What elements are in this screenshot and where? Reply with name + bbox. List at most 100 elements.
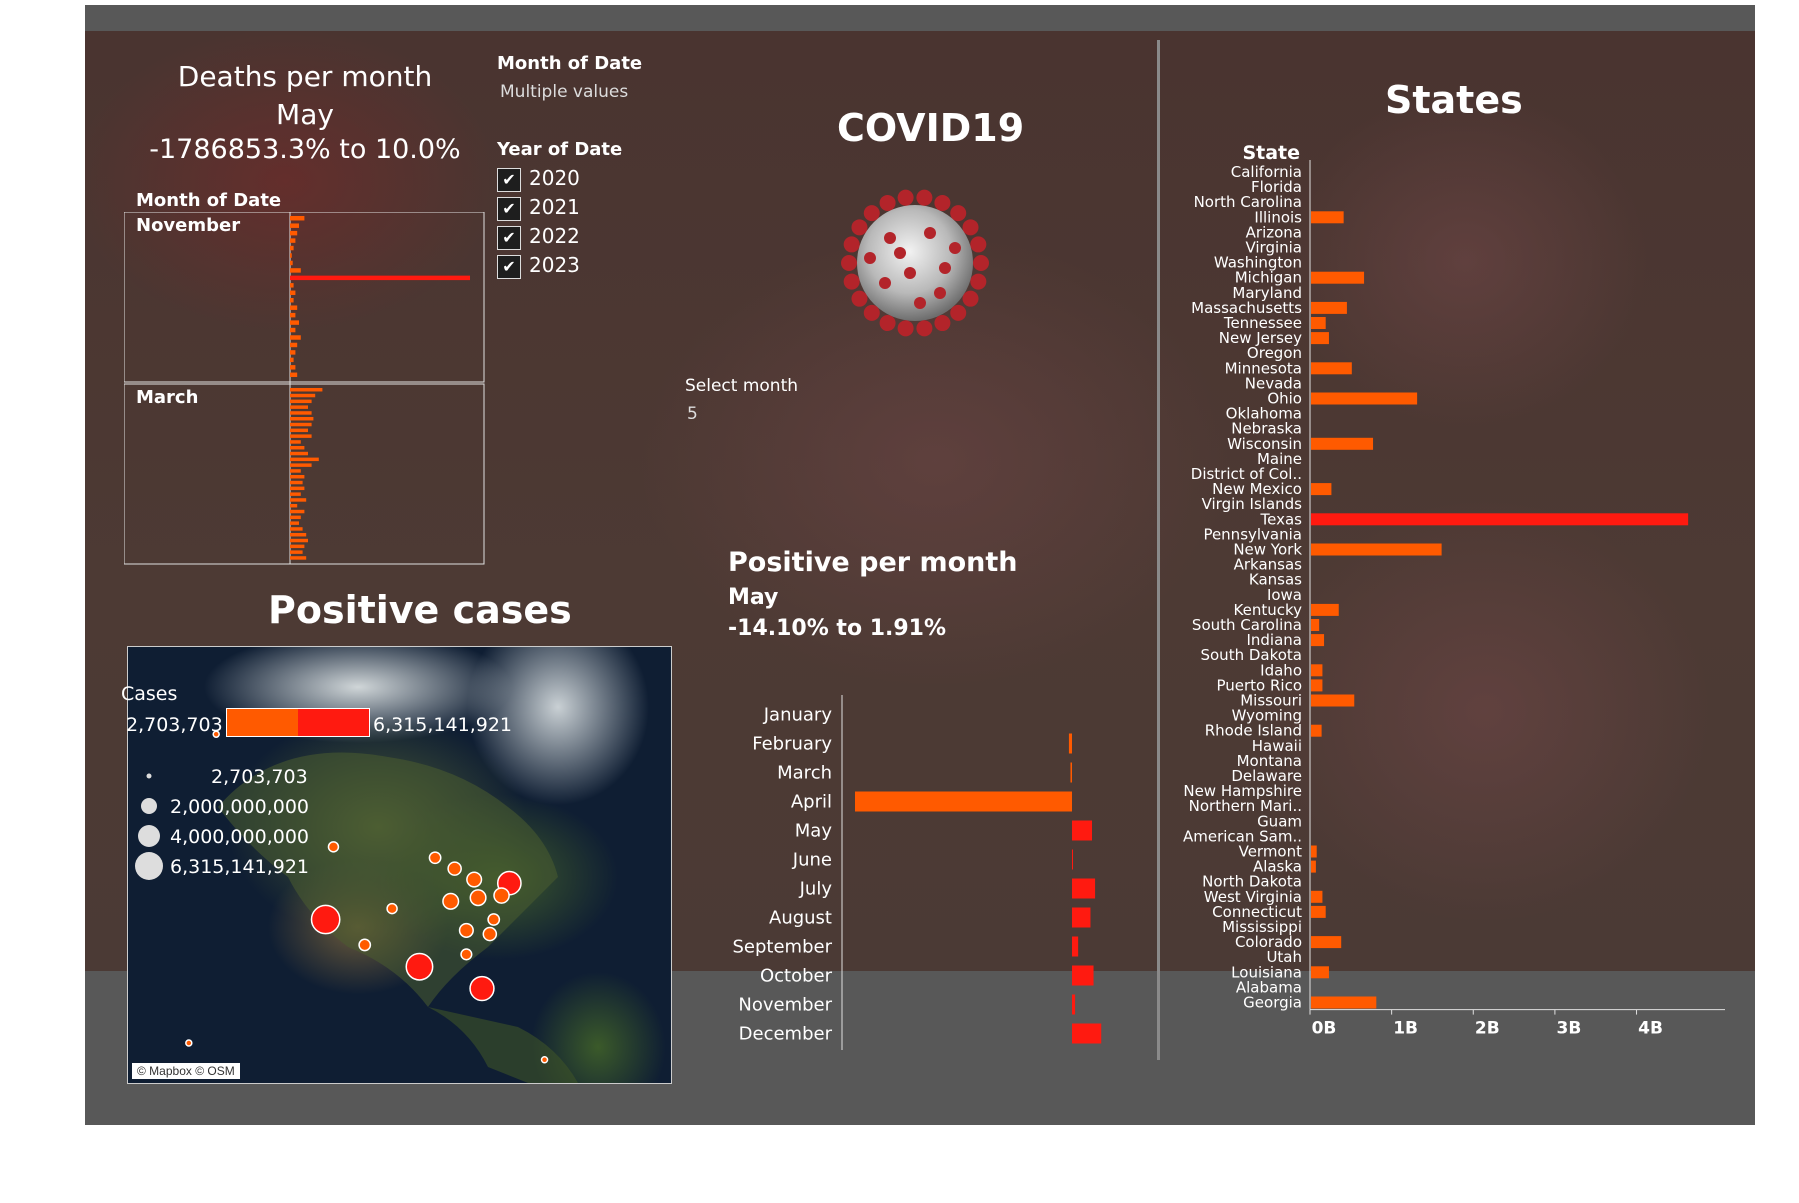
deaths-bar-november[interactable]	[290, 335, 301, 340]
deaths-bar-march[interactable]	[290, 399, 312, 404]
deaths-bar-march[interactable]	[290, 556, 307, 560]
ppm-bar[interactable]	[1072, 994, 1076, 1015]
state-bar[interactable]	[1311, 362, 1352, 375]
state-bar[interactable]	[1311, 845, 1317, 858]
ppm-bar[interactable]	[1072, 849, 1073, 870]
map-point[interactable]	[212, 730, 220, 738]
deaths-bar-march[interactable]	[290, 527, 303, 531]
ppm-bar[interactable]	[1072, 820, 1093, 841]
state-bar[interactable]	[1311, 317, 1326, 329]
deaths-bar-november[interactable]	[290, 342, 298, 348]
state-bar[interactable]	[1311, 679, 1323, 692]
state-bar[interactable]	[1311, 996, 1377, 1009]
deaths-bar-november[interactable]	[290, 283, 294, 288]
state-bar[interactable]	[1311, 437, 1374, 450]
deaths-bar-march[interactable]	[290, 480, 303, 485]
state-bar[interactable]	[1311, 392, 1418, 405]
map-point[interactable]	[442, 892, 460, 910]
map-point[interactable]	[487, 913, 501, 926]
month-filter-value[interactable]: Multiple values	[500, 82, 629, 102]
deaths-bar-march[interactable]	[290, 509, 305, 514]
state-bar[interactable]	[1311, 301, 1347, 314]
deaths-bar-november[interactable]	[290, 245, 294, 251]
checkbox-2022[interactable]: ✔	[497, 226, 521, 250]
state-bar[interactable]	[1311, 211, 1344, 224]
deaths-bar-march[interactable]	[290, 544, 305, 549]
ppm-bar[interactable]	[1072, 1023, 1102, 1044]
deaths-bar-november[interactable]	[290, 320, 299, 325]
deaths-bar-march[interactable]	[290, 538, 308, 543]
state-bar[interactable]	[1311, 603, 1339, 616]
ppm-bar[interactable]	[855, 791, 1072, 812]
deaths-bar-november[interactable]	[290, 298, 294, 303]
state-bar[interactable]	[1311, 483, 1332, 496]
state-bar[interactable]	[1311, 664, 1323, 677]
map-point[interactable]	[405, 952, 434, 981]
deaths-bar-march[interactable]	[290, 515, 301, 520]
deaths-bar-march[interactable]	[290, 521, 299, 525]
map-point[interactable]	[185, 1039, 193, 1047]
map-point[interactable]	[460, 948, 473, 961]
state-bar[interactable]	[1311, 634, 1325, 647]
map-point[interactable]	[540, 1055, 549, 1064]
state-bar[interactable]	[1311, 724, 1322, 737]
deaths-bar-november[interactable]	[290, 238, 296, 243]
ppm-bar[interactable]	[1072, 878, 1096, 899]
deaths-bar-november[interactable]	[290, 312, 296, 318]
positive-cases-map[interactable]: © Mapbox © OSM	[127, 646, 672, 1084]
deaths-bar-november[interactable]	[290, 350, 296, 355]
deaths-bar-november[interactable]	[290, 216, 305, 221]
deaths-bar-march[interactable]	[290, 411, 312, 415]
state-bar[interactable]	[1311, 619, 1320, 631]
deaths-bar-march[interactable]	[290, 446, 305, 450]
deaths-bar-november[interactable]	[290, 260, 293, 266]
deaths-bar-march[interactable]	[290, 475, 305, 479]
map-point[interactable]	[469, 975, 495, 1002]
map-point[interactable]	[482, 926, 498, 942]
deaths-bar-march[interactable]	[290, 463, 312, 467]
deaths-bar-november[interactable]	[290, 365, 296, 370]
state-bar[interactable]	[1311, 890, 1323, 903]
ppm-bar[interactable]	[1072, 965, 1094, 986]
map-point[interactable]	[469, 889, 487, 907]
deaths-bar-march[interactable]	[290, 498, 307, 502]
deaths-bar-november[interactable]	[290, 275, 470, 281]
deaths-bar-march[interactable]	[290, 451, 308, 456]
deaths-bar-november[interactable]	[290, 230, 298, 236]
deaths-bar-november[interactable]	[290, 305, 298, 310]
map-point[interactable]	[386, 902, 398, 915]
deaths-bar-november[interactable]	[290, 268, 301, 273]
deaths-bar-march[interactable]	[290, 533, 307, 537]
ppm-bar[interactable]	[1068, 733, 1072, 754]
map-point[interactable]	[447, 861, 462, 876]
deaths-bar-november[interactable]	[290, 357, 294, 363]
deaths-bar-march[interactable]	[290, 417, 314, 421]
ppm-bar[interactable]	[1070, 762, 1072, 783]
state-bar[interactable]	[1311, 271, 1365, 284]
deaths-bar-march[interactable]	[290, 422, 312, 427]
map-point[interactable]	[458, 922, 474, 938]
deaths-bar-march[interactable]	[290, 405, 308, 409]
deaths-bar-march[interactable]	[290, 440, 301, 444]
deaths-bar-march[interactable]	[290, 393, 316, 398]
ppm-bar[interactable]	[1072, 936, 1079, 957]
state-bar[interactable]	[1311, 936, 1342, 949]
map-point[interactable]	[493, 887, 510, 904]
state-bar[interactable]	[1311, 966, 1329, 979]
deaths-bar-november[interactable]	[290, 253, 292, 258]
state-bar[interactable]	[1311, 543, 1442, 556]
state-bar[interactable]	[1311, 860, 1316, 873]
checkbox-2020[interactable]: ✔	[497, 168, 521, 192]
deaths-bar-march[interactable]	[290, 388, 323, 392]
checkbox-2023[interactable]: ✔	[497, 255, 521, 279]
map-credit[interactable]: © Mapbox © OSM	[132, 1063, 240, 1079]
map-point[interactable]	[466, 871, 483, 888]
map-point[interactable]	[310, 904, 341, 935]
map-point[interactable]	[327, 841, 340, 853]
deaths-bar-march[interactable]	[290, 434, 312, 438]
select-month-value[interactable]: 5	[687, 404, 698, 424]
ppm-bar[interactable]	[1072, 907, 1091, 928]
state-bar[interactable]	[1311, 513, 1689, 526]
checkbox-2021[interactable]: ✔	[497, 197, 521, 221]
deaths-bar-november[interactable]	[290, 372, 298, 378]
